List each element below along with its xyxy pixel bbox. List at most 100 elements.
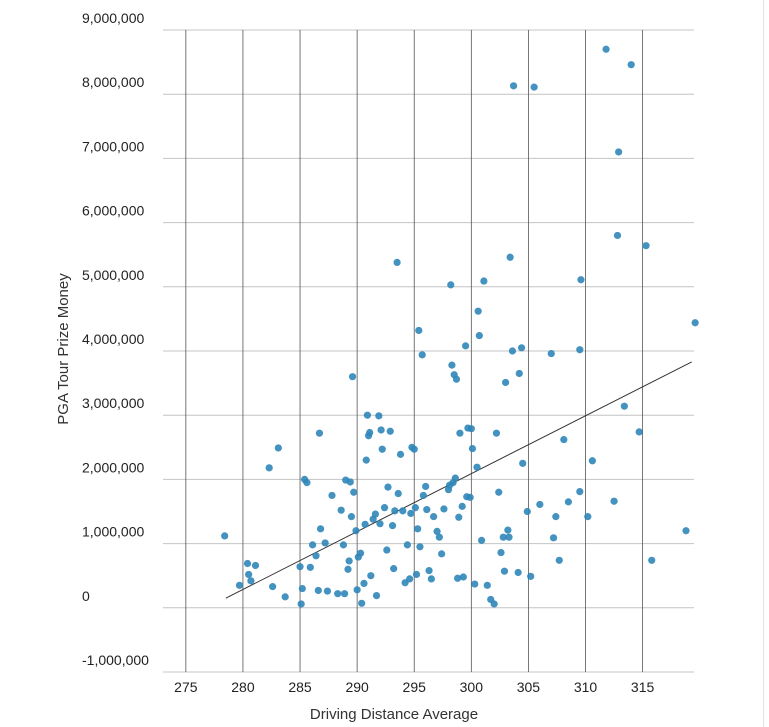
data-point (515, 369, 523, 378)
data-point (416, 543, 424, 551)
x-tick-label: 295 (403, 679, 427, 695)
data-point (468, 444, 477, 453)
data-point (423, 505, 431, 514)
data-point (391, 507, 399, 515)
y-tick-label: 5,000,000 (82, 267, 144, 283)
data-point (478, 536, 486, 544)
data-point (505, 533, 513, 541)
data-point (451, 474, 459, 482)
data-point (361, 520, 369, 528)
data-point (462, 342, 470, 350)
data-point (615, 148, 623, 156)
data-point (396, 450, 405, 458)
data-point (517, 344, 526, 352)
data-point (399, 507, 407, 515)
data-point (475, 331, 483, 340)
data-point (555, 556, 563, 564)
data-point (375, 412, 383, 420)
data-point (367, 572, 375, 580)
data-point (344, 565, 352, 573)
data-point (610, 497, 618, 505)
data-point (499, 533, 507, 541)
data-point (281, 593, 289, 601)
data-point (576, 487, 584, 496)
x-tick-label: 300 (460, 679, 484, 695)
y-tick-labels: 9,000,000 8,000,000 7,000,000 6,000,000 5,00… (82, 10, 149, 668)
data-point (474, 307, 482, 315)
data-point (384, 483, 392, 491)
data-point (471, 580, 479, 588)
data-point (613, 231, 622, 240)
data-point (347, 513, 356, 521)
data-point (504, 526, 512, 534)
data-point (407, 509, 415, 518)
y-tick-label: 7,000,000 (82, 138, 144, 154)
data-point (635, 428, 643, 436)
data-point (418, 351, 426, 359)
data-point (577, 276, 585, 284)
data-point (353, 586, 361, 594)
data-point (648, 556, 656, 564)
data-point (576, 346, 584, 354)
data-point (345, 557, 353, 565)
data-point (362, 456, 370, 464)
data-point (312, 552, 320, 560)
data-point (360, 579, 368, 588)
data-point (627, 61, 635, 69)
x-tick-label: 285 (288, 679, 312, 695)
gridlines (163, 29, 694, 673)
data-point (371, 510, 379, 518)
data-point (378, 445, 386, 453)
data-point (388, 522, 397, 530)
data-points (221, 45, 699, 608)
y-tick-label: 6,000,000 (82, 203, 144, 219)
data-point (243, 559, 252, 568)
data-point (414, 525, 422, 533)
data-point (377, 426, 385, 434)
data-point (245, 570, 253, 579)
data-point (682, 527, 690, 535)
data-point (448, 361, 456, 369)
data-point (376, 520, 384, 528)
data-point (527, 572, 535, 580)
y-tick-label: 2,000,000 (82, 459, 144, 475)
data-point (265, 464, 273, 472)
trendline (225, 361, 692, 599)
data-point (552, 513, 560, 521)
data-point (383, 546, 391, 554)
data-point (340, 590, 349, 598)
data-point (334, 590, 342, 598)
data-point (316, 525, 325, 533)
data-point (691, 319, 699, 327)
data-point (547, 349, 555, 358)
data-point (363, 411, 372, 419)
data-point (269, 583, 277, 591)
y-tick-label: 8,000,000 (82, 74, 144, 90)
data-point (452, 375, 461, 383)
data-point (247, 577, 255, 585)
data-point (386, 427, 394, 435)
data-point (422, 482, 430, 491)
data-point (352, 527, 360, 535)
x-tick-label: 305 (517, 679, 541, 695)
x-tick-label: 275 (174, 679, 198, 695)
data-point (390, 565, 398, 573)
data-point (642, 242, 650, 250)
y-axis-title: PGA Tour Prize Money (55, 273, 72, 425)
data-point (348, 373, 357, 381)
data-point (459, 573, 467, 581)
data-point (251, 561, 260, 570)
data-point (458, 502, 466, 510)
data-point (321, 539, 329, 547)
y-tick-label: 0 (82, 588, 90, 604)
data-point (366, 428, 374, 437)
data-point (308, 541, 317, 549)
data-point (473, 463, 481, 471)
data-point (560, 435, 568, 444)
data-point (306, 563, 314, 571)
data-point (602, 45, 610, 53)
data-point (495, 488, 503, 496)
data-point (403, 541, 411, 549)
data-point (274, 444, 282, 452)
